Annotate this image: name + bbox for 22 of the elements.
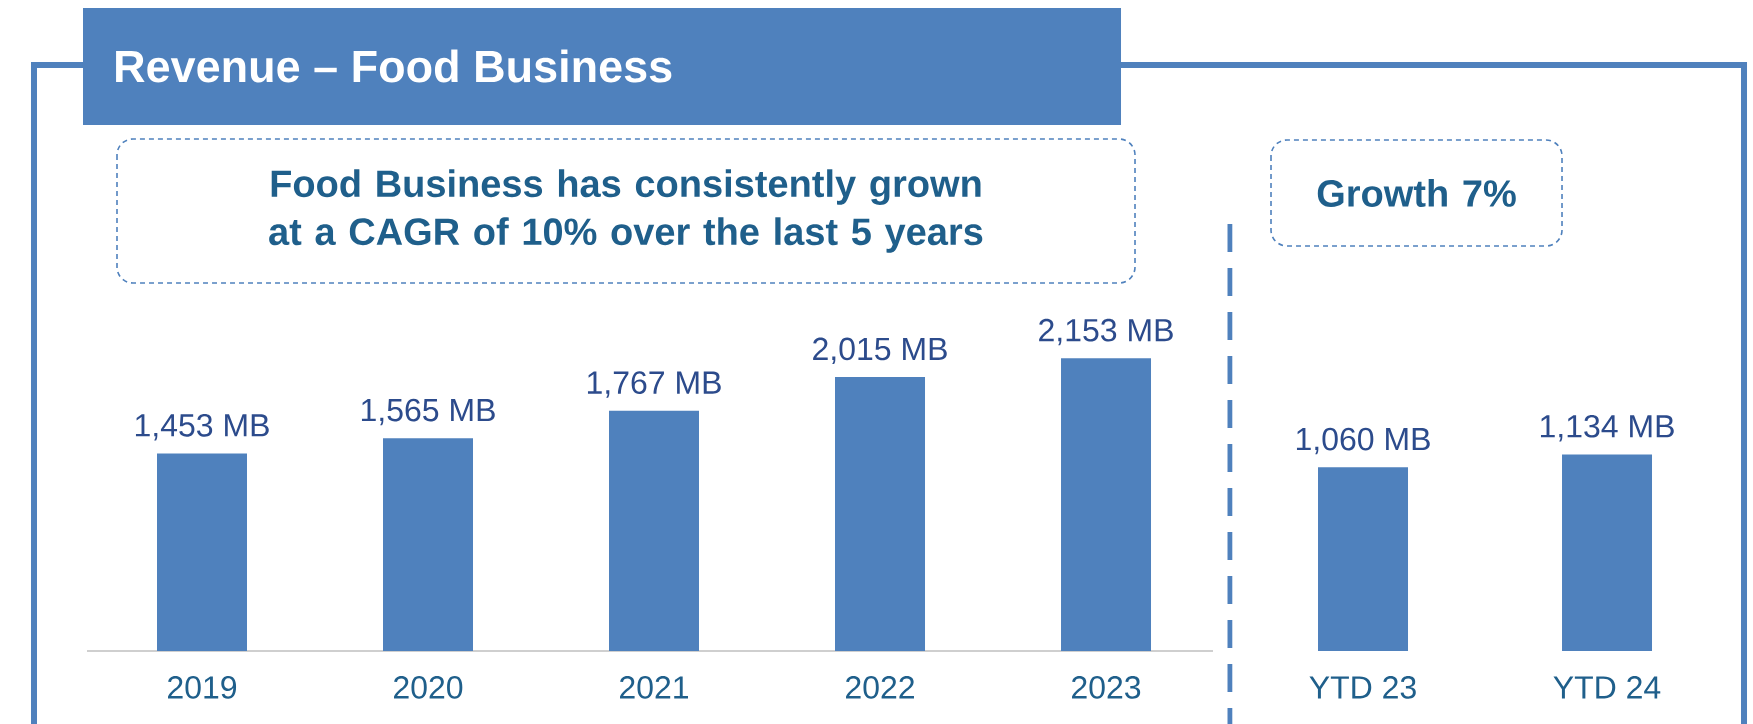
x-tick-label: 2020 (394, 676, 463, 699)
data-label: 2,015 MB (813, 337, 947, 365)
x-tick-label: 2019 (168, 676, 237, 699)
data-label: 1,134 MB (1540, 414, 1674, 442)
bar (835, 377, 926, 651)
data-label: 1,060 MB (1296, 427, 1430, 455)
chart-title: Revenue – Food Business (116, 49, 672, 83)
data-label: 2,153 MB (1039, 318, 1173, 346)
data-label: 1,453 MB (135, 413, 269, 441)
bar (1061, 358, 1152, 651)
bar (157, 453, 247, 651)
x-tick-label: 2022 (846, 676, 914, 699)
x-tick-label: 2021 (620, 676, 689, 699)
data-label: 1,565 MB (361, 398, 495, 426)
text: Food Business has consistently grown at a CAGR of 10% over the last 5 years (269, 169, 983, 253)
x-tick-label: YTD 23 (1309, 676, 1416, 699)
x-tick-label: YTD 24 (1553, 676, 1661, 699)
bar (383, 438, 474, 651)
data-label: 1,767 MB (587, 371, 721, 398)
x-tick-label: 2023 (1072, 676, 1141, 699)
text: Growth 7% (1317, 179, 1516, 207)
bar (609, 410, 700, 651)
